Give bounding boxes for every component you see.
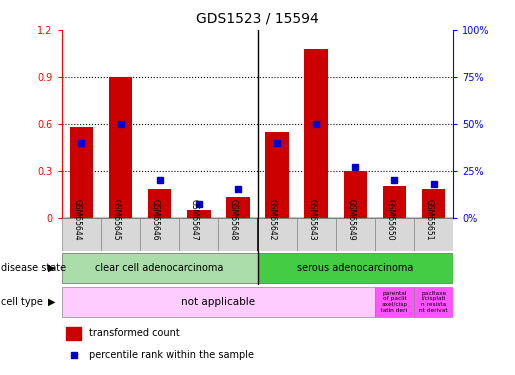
Bar (265, 132, 289, 218)
Bar (414, 217, 453, 251)
Bar (375, 287, 414, 317)
Bar (375, 217, 414, 251)
Text: clear cell adenocarcinoma: clear cell adenocarcinoma (95, 263, 224, 273)
Bar (140, 217, 179, 251)
Text: parental
of paclit
axel/cisp
latin deri: parental of paclit axel/cisp latin deri (382, 291, 407, 313)
Text: ▶: ▶ (48, 297, 55, 307)
Bar (304, 49, 328, 217)
Bar (62, 253, 258, 284)
Text: GSM65648: GSM65648 (229, 200, 238, 241)
Bar (148, 189, 171, 217)
Bar (297, 217, 336, 251)
Text: GSM65642: GSM65642 (268, 200, 277, 241)
Text: GSM65643: GSM65643 (307, 200, 316, 241)
Bar (109, 77, 132, 218)
Text: GSM65651: GSM65651 (425, 200, 434, 241)
Bar (218, 217, 258, 251)
Text: GSM65644: GSM65644 (73, 200, 81, 241)
Text: GSM65647: GSM65647 (190, 200, 199, 241)
Bar (70, 127, 93, 218)
Text: cell type: cell type (1, 297, 42, 307)
Text: percentile rank within the sample: percentile rank within the sample (89, 350, 254, 360)
Bar (414, 287, 453, 317)
Text: GSM65645: GSM65645 (112, 200, 121, 241)
Text: GDS1523 / 15594: GDS1523 / 15594 (196, 11, 319, 25)
Text: GSM65650: GSM65650 (386, 200, 394, 241)
Text: transformed count: transformed count (89, 328, 180, 338)
Bar (62, 217, 101, 251)
Bar (179, 217, 218, 251)
Text: not applicable: not applicable (181, 297, 255, 307)
Text: disease state: disease state (1, 263, 65, 273)
Bar (101, 217, 140, 251)
Bar (422, 189, 445, 217)
Bar (336, 217, 375, 251)
Text: pacltaxe
l/cisplati
n resista
nt derivat: pacltaxe l/cisplati n resista nt derivat (419, 291, 448, 313)
Bar (344, 171, 367, 217)
Text: GSM65646: GSM65646 (151, 200, 160, 241)
Bar (258, 217, 297, 251)
Text: GSM65649: GSM65649 (347, 200, 355, 241)
Bar (226, 197, 250, 217)
Bar (66, 327, 81, 340)
Text: serous adenocarcinoma: serous adenocarcinoma (297, 263, 414, 273)
Bar (62, 287, 375, 317)
Text: ▶: ▶ (48, 263, 55, 273)
Bar (187, 210, 211, 218)
Bar (258, 253, 453, 284)
Bar (383, 186, 406, 218)
